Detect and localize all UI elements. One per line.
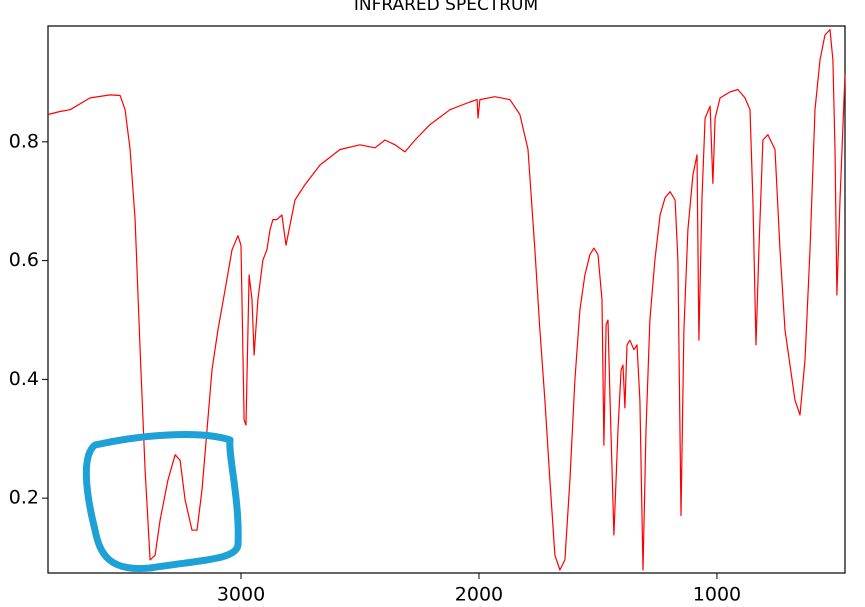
- y-tick-label: 0.8: [9, 130, 39, 152]
- spectrum-line: [47, 29, 846, 571]
- x-tick-label: 2000: [455, 584, 503, 606]
- y-tick-label: 0.2: [9, 487, 39, 509]
- y-tick-label: 0.6: [9, 249, 39, 271]
- hand-drawn-annotation: [82, 431, 242, 573]
- y-tick-label: 0.4: [9, 368, 39, 390]
- plot-frame: [47, 25, 846, 574]
- x-tick-label: 3000: [217, 584, 265, 606]
- x-tick-label: 1000: [693, 584, 741, 606]
- chart-title: INFRARED SPECTRUM: [354, 0, 538, 15]
- marks: 0.2 0.4 0.6 0.8 3000 2000 1000: [9, 29, 846, 606]
